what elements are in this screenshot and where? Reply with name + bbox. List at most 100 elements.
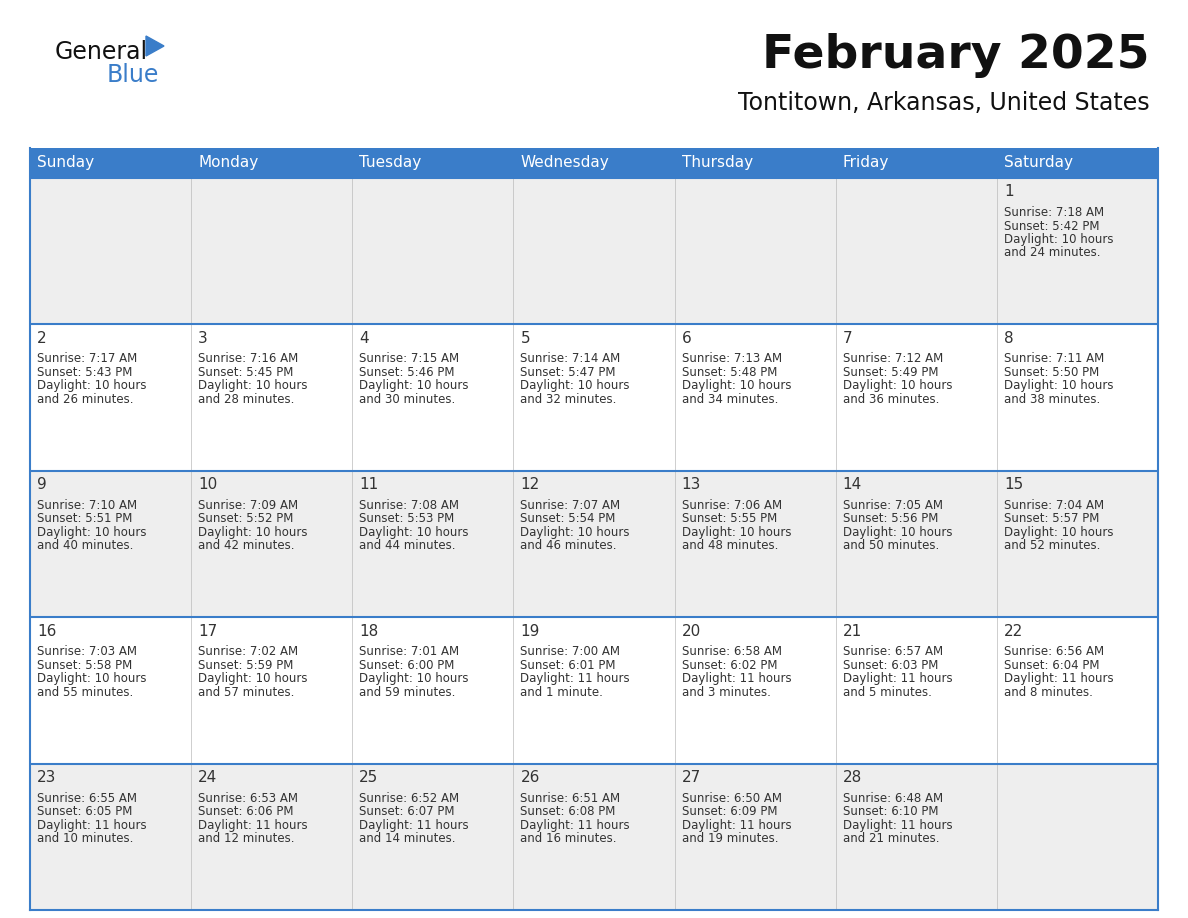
Text: 9: 9	[37, 477, 46, 492]
Bar	[30, 617, 1158, 764]
Text: Sunset: 6:04 PM: Sunset: 6:04 PM	[1004, 659, 1099, 672]
Text: Sunset: 5:58 PM: Sunset: 5:58 PM	[37, 659, 132, 672]
Text: Sunrise: 7:15 AM: Sunrise: 7:15 AM	[359, 353, 460, 365]
Text: Sunset: 5:51 PM: Sunset: 5:51 PM	[37, 512, 132, 525]
Text: and 1 minute.: and 1 minute.	[520, 686, 604, 699]
Text: and 19 minutes.: and 19 minutes.	[682, 832, 778, 845]
Text: Daylight: 10 hours: Daylight: 10 hours	[198, 526, 308, 539]
Text: Sunrise: 7:06 AM: Sunrise: 7:06 AM	[682, 498, 782, 512]
Bar	[191, 148, 353, 178]
Text: Sunrise: 6:48 AM: Sunrise: 6:48 AM	[842, 791, 943, 804]
Text: Daylight: 10 hours: Daylight: 10 hours	[37, 379, 146, 392]
Text: 2: 2	[37, 330, 46, 346]
Text: Sunrise: 6:50 AM: Sunrise: 6:50 AM	[682, 791, 782, 804]
Text: 4: 4	[359, 330, 369, 346]
Text: 11: 11	[359, 477, 379, 492]
Text: Daylight: 10 hours: Daylight: 10 hours	[1004, 233, 1113, 246]
Text: Sunset: 6:01 PM: Sunset: 6:01 PM	[520, 659, 615, 672]
Text: Sunset: 6:10 PM: Sunset: 6:10 PM	[842, 805, 939, 818]
Text: Sunrise: 7:14 AM: Sunrise: 7:14 AM	[520, 353, 620, 365]
Bar	[30, 148, 191, 178]
Text: Wednesday: Wednesday	[520, 155, 609, 171]
Text: Sunset: 6:03 PM: Sunset: 6:03 PM	[842, 659, 939, 672]
Text: Daylight: 10 hours: Daylight: 10 hours	[359, 379, 469, 392]
Text: Daylight: 11 hours: Daylight: 11 hours	[682, 672, 791, 685]
Text: 1: 1	[1004, 185, 1013, 199]
Text: 24: 24	[198, 770, 217, 785]
Text: 21: 21	[842, 623, 862, 639]
Text: Daylight: 11 hours: Daylight: 11 hours	[842, 672, 953, 685]
Text: Sunday: Sunday	[37, 155, 94, 171]
Bar	[835, 148, 997, 178]
Bar	[513, 148, 675, 178]
Text: Sunset: 6:09 PM: Sunset: 6:09 PM	[682, 805, 777, 818]
Text: 22: 22	[1004, 623, 1023, 639]
Text: Sunset: 6:08 PM: Sunset: 6:08 PM	[520, 805, 615, 818]
Text: and 5 minutes.: and 5 minutes.	[842, 686, 931, 699]
Text: 28: 28	[842, 770, 862, 785]
Text: and 8 minutes.: and 8 minutes.	[1004, 686, 1093, 699]
Text: Daylight: 10 hours: Daylight: 10 hours	[682, 526, 791, 539]
Text: Sunset: 6:07 PM: Sunset: 6:07 PM	[359, 805, 455, 818]
Text: and 32 minutes.: and 32 minutes.	[520, 393, 617, 406]
Text: 16: 16	[37, 623, 56, 639]
Text: and 42 minutes.: and 42 minutes.	[198, 539, 295, 553]
Bar	[675, 148, 835, 178]
Text: 19: 19	[520, 623, 539, 639]
Text: Sunrise: 6:53 AM: Sunrise: 6:53 AM	[198, 791, 298, 804]
Text: Sunset: 6:06 PM: Sunset: 6:06 PM	[198, 805, 293, 818]
Text: 23: 23	[37, 770, 56, 785]
Text: Sunset: 5:52 PM: Sunset: 5:52 PM	[198, 512, 293, 525]
Bar	[353, 148, 513, 178]
Text: and 48 minutes.: and 48 minutes.	[682, 539, 778, 553]
Text: Daylight: 10 hours: Daylight: 10 hours	[359, 526, 469, 539]
Text: Sunset: 5:48 PM: Sunset: 5:48 PM	[682, 366, 777, 379]
Text: Sunset: 5:56 PM: Sunset: 5:56 PM	[842, 512, 939, 525]
Text: Sunset: 5:54 PM: Sunset: 5:54 PM	[520, 512, 615, 525]
Bar	[30, 324, 1158, 471]
Text: and 36 minutes.: and 36 minutes.	[842, 393, 939, 406]
Text: Sunrise: 6:57 AM: Sunrise: 6:57 AM	[842, 645, 943, 658]
Text: and 14 minutes.: and 14 minutes.	[359, 832, 456, 845]
Text: Friday: Friday	[842, 155, 889, 171]
Text: 3: 3	[198, 330, 208, 346]
Text: Thursday: Thursday	[682, 155, 753, 171]
Text: Sunset: 5:45 PM: Sunset: 5:45 PM	[198, 366, 293, 379]
Text: 18: 18	[359, 623, 379, 639]
Text: 20: 20	[682, 623, 701, 639]
Text: Sunset: 6:05 PM: Sunset: 6:05 PM	[37, 805, 132, 818]
Text: Tuesday: Tuesday	[359, 155, 422, 171]
Text: 17: 17	[198, 623, 217, 639]
Text: Sunset: 6:00 PM: Sunset: 6:00 PM	[359, 659, 455, 672]
Text: Sunrise: 7:18 AM: Sunrise: 7:18 AM	[1004, 206, 1104, 219]
Text: and 12 minutes.: and 12 minutes.	[198, 832, 295, 845]
Text: 14: 14	[842, 477, 862, 492]
Text: Daylight: 10 hours: Daylight: 10 hours	[842, 379, 953, 392]
Text: and 50 minutes.: and 50 minutes.	[842, 539, 939, 553]
Text: Sunrise: 7:11 AM: Sunrise: 7:11 AM	[1004, 353, 1104, 365]
Text: Sunrise: 7:05 AM: Sunrise: 7:05 AM	[842, 498, 943, 512]
Text: 5: 5	[520, 330, 530, 346]
Bar	[30, 471, 1158, 617]
Text: 25: 25	[359, 770, 379, 785]
Text: Daylight: 11 hours: Daylight: 11 hours	[1004, 672, 1113, 685]
Text: Sunrise: 7:02 AM: Sunrise: 7:02 AM	[198, 645, 298, 658]
Text: Daylight: 10 hours: Daylight: 10 hours	[198, 379, 308, 392]
Text: Sunrise: 7:12 AM: Sunrise: 7:12 AM	[842, 353, 943, 365]
Text: Daylight: 10 hours: Daylight: 10 hours	[682, 379, 791, 392]
Text: Sunrise: 6:56 AM: Sunrise: 6:56 AM	[1004, 645, 1104, 658]
Text: Sunset: 5:47 PM: Sunset: 5:47 PM	[520, 366, 615, 379]
Bar	[30, 178, 1158, 324]
Bar	[997, 148, 1158, 178]
Text: Sunrise: 7:16 AM: Sunrise: 7:16 AM	[198, 353, 298, 365]
Text: 10: 10	[198, 477, 217, 492]
Text: and 21 minutes.: and 21 minutes.	[842, 832, 940, 845]
Text: and 10 minutes.: and 10 minutes.	[37, 832, 133, 845]
Text: 12: 12	[520, 477, 539, 492]
Text: and 28 minutes.: and 28 minutes.	[198, 393, 295, 406]
Text: Tontitown, Arkansas, United States: Tontitown, Arkansas, United States	[739, 91, 1150, 115]
Text: Sunset: 5:57 PM: Sunset: 5:57 PM	[1004, 512, 1099, 525]
Text: Daylight: 11 hours: Daylight: 11 hours	[842, 819, 953, 832]
Text: Daylight: 11 hours: Daylight: 11 hours	[359, 819, 469, 832]
Text: and 52 minutes.: and 52 minutes.	[1004, 539, 1100, 553]
